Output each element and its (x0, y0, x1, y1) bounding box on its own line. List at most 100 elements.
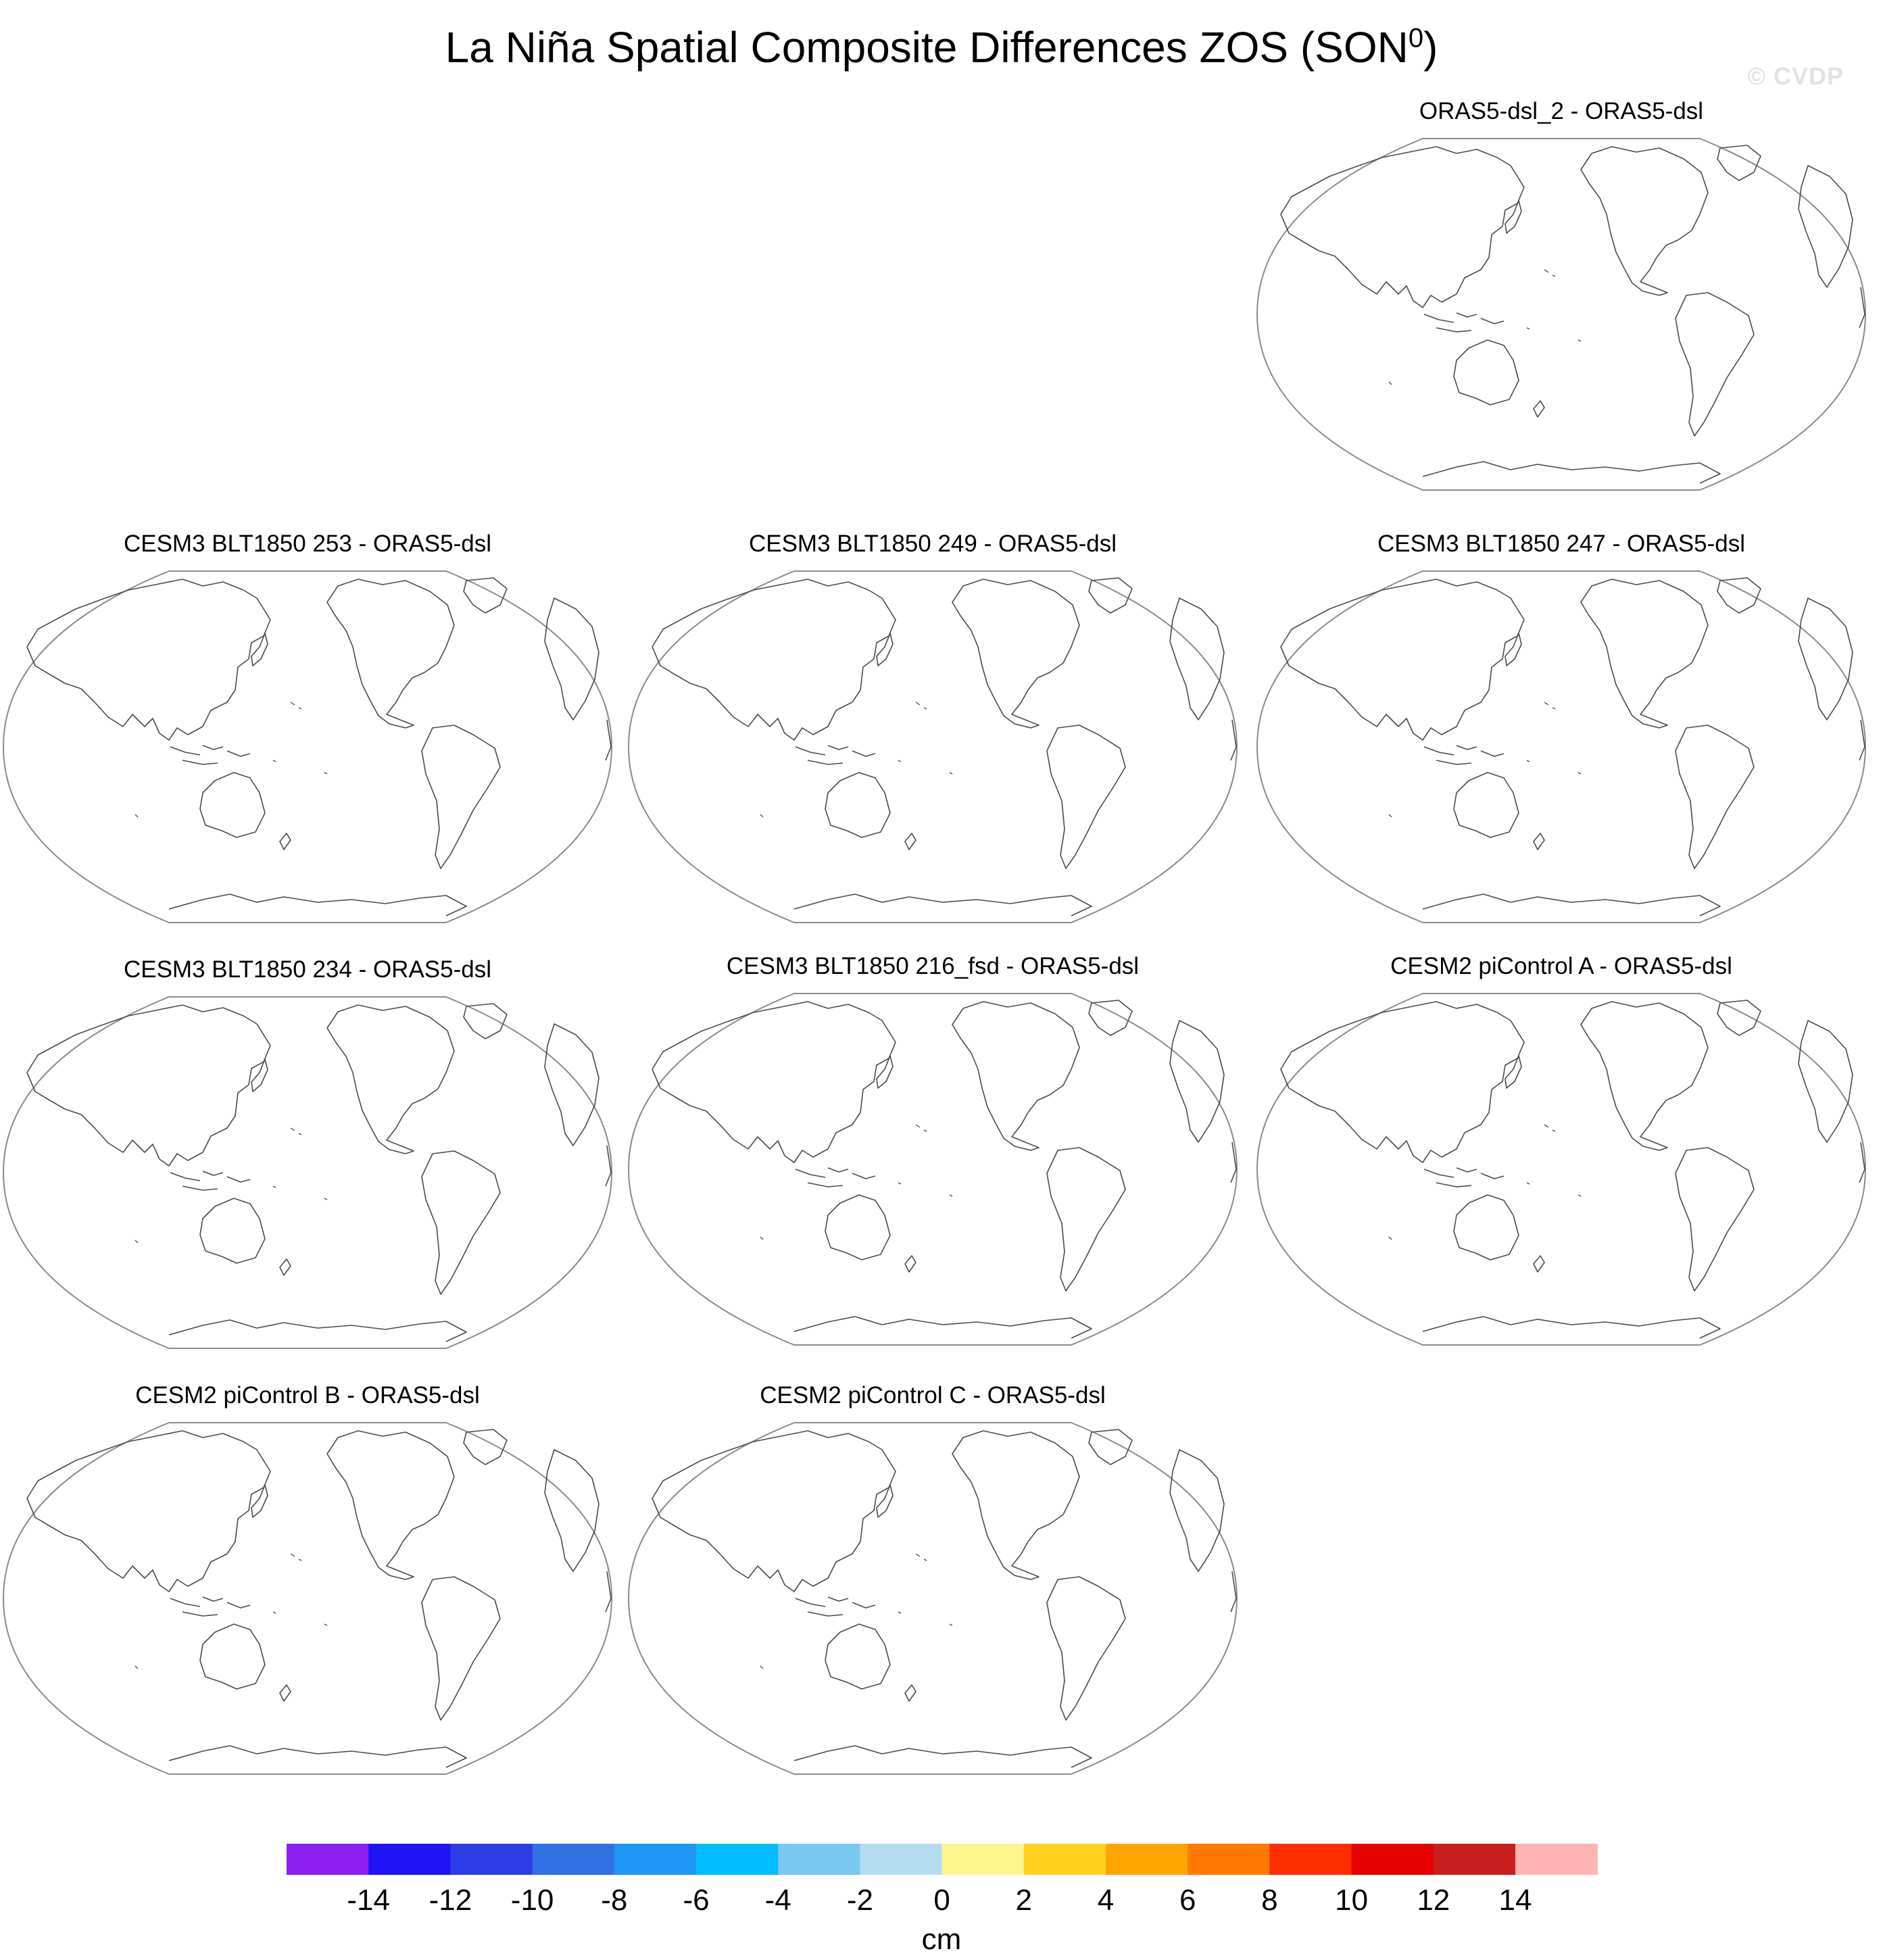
colorbar-box (532, 1844, 615, 1875)
coastline-greenland (1088, 577, 1133, 614)
coastline-japan (251, 633, 268, 666)
cvdp-watermark: © CVDP (1747, 62, 1844, 90)
colorbar-tick-label: 4 (1098, 1884, 1114, 1917)
coastline-indonesia (795, 1596, 876, 1617)
coastline-new-zealand (279, 833, 291, 850)
world-map (2, 996, 613, 1349)
coastline-pacific-islands (1388, 1182, 1582, 1240)
colorbar-tick-label: -4 (765, 1884, 791, 1917)
coastline-japan (251, 1484, 268, 1518)
colorbar-tick-label: -12 (429, 1884, 472, 1917)
map-boundary (2, 996, 613, 1349)
colorbar-box (1515, 1844, 1598, 1875)
coastline-new-zealand (904, 1255, 916, 1273)
colorbar-box (942, 1844, 1025, 1875)
coastline-greenland (463, 577, 508, 614)
coastline-indonesia (170, 1171, 251, 1191)
map-boundary (1256, 570, 1867, 923)
colorbar-tick-label: 2 (1016, 1884, 1032, 1917)
coastline-indonesia (1423, 312, 1505, 333)
coastline-west-africa (1230, 1142, 1237, 1183)
coastline-north-america (1580, 146, 1709, 296)
coastline-greenland (1717, 145, 1761, 181)
coastline-indonesia (170, 745, 251, 765)
coastline-australia (199, 772, 266, 838)
world-map (2, 570, 613, 923)
coastline-hawaii (1544, 269, 1556, 277)
coastline-japan (876, 633, 894, 666)
coastline-hawaii (1544, 1124, 1556, 1132)
map-panel: CESM3 BLT1850 234 - ORAS5-dsl (0, 956, 615, 1349)
coastline-north-america (952, 579, 1080, 729)
coastline-africa (1169, 1020, 1225, 1143)
coastline-west-africa (1230, 719, 1237, 761)
coastline-south-america (1675, 725, 1755, 869)
coastline-asia (1280, 146, 1525, 308)
map-panel: CESM2 piControl C - ORAS5-dsl (625, 1382, 1240, 1775)
coastline-new-zealand (1533, 1255, 1545, 1273)
coastline-hawaii (1544, 702, 1556, 710)
coastline-south-america (421, 1150, 501, 1295)
coastline-australia (825, 1194, 891, 1260)
world-map (1256, 993, 1867, 1346)
coastline-greenland (463, 1003, 508, 1039)
coastline-south-america (1046, 1147, 1126, 1292)
coastline-indonesia (1423, 745, 1505, 765)
coastline-indonesia (795, 1167, 876, 1187)
colorbar-tick-label: -6 (683, 1884, 709, 1917)
colorbar-box (860, 1844, 943, 1875)
coastline-antarctica (793, 893, 1092, 916)
coastline-greenland (463, 1429, 508, 1465)
coastline-north-america (952, 1430, 1080, 1580)
coastline-south-america (1046, 1576, 1126, 1721)
coastline-hawaii (290, 1127, 302, 1135)
coastline-north-america (326, 579, 455, 729)
coastline-indonesia (1423, 1167, 1505, 1187)
colorbar-tick-label: -2 (847, 1884, 873, 1917)
coastline-australia (1453, 1194, 1519, 1260)
coastline-greenland (1717, 1000, 1761, 1036)
coastline-africa (544, 597, 600, 720)
coastline-asia (652, 1001, 896, 1163)
coastline-australia (199, 1198, 266, 1264)
coastline-japan (251, 1058, 268, 1092)
coastline-west-africa (605, 1571, 612, 1613)
coastline-antarctica (1422, 461, 1721, 484)
coastline-greenland (1088, 1429, 1133, 1465)
map-boundary (2, 1422, 613, 1775)
coastline-antarctica (1422, 893, 1721, 916)
map-panel: CESM3 BLT1850 249 - ORAS5-dsl (625, 531, 1240, 923)
colorbar-tick-label: 0 (933, 1884, 950, 1917)
colorbar-tick-label: -14 (347, 1884, 390, 1917)
coastline-north-america (1580, 579, 1709, 729)
coastline-asia (652, 579, 896, 741)
map-boundary (627, 993, 1238, 1346)
coastline-south-america (1675, 292, 1755, 437)
coastline-north-america (326, 1004, 455, 1154)
coastline-hawaii (290, 1553, 302, 1561)
coastline-west-africa (1859, 719, 1865, 761)
coastline-new-zealand (904, 1684, 916, 1702)
coastline-greenland (1088, 1000, 1133, 1036)
map-boundary (627, 1422, 1238, 1775)
page-title: La Niña Spatial Composite Differences ZO… (445, 23, 1438, 72)
world-map (2, 1422, 613, 1775)
map-panel: ORAS5-dsl_2 - ORAS5-dsl (1254, 98, 1869, 491)
colorbar-tick-label: 8 (1261, 1884, 1277, 1917)
coastline-africa (1798, 1020, 1853, 1143)
coastline-west-africa (605, 1145, 612, 1187)
coastline-hawaii (915, 1124, 927, 1132)
coastline-africa (1798, 165, 1853, 288)
coastline-australia (199, 1623, 266, 1690)
coastline-west-africa (1859, 1142, 1865, 1183)
colorbar-box (696, 1844, 779, 1875)
coastline-west-africa (605, 719, 612, 761)
coastline-new-zealand (1533, 400, 1545, 418)
coastline-antarctica (793, 1316, 1092, 1339)
coastline-japan (876, 1484, 894, 1518)
colorbar-box (1433, 1844, 1516, 1875)
panel-title: CESM2 piControl C - ORAS5-dsl (760, 1382, 1106, 1408)
map-panel: CESM3 BLT1850 216_fsd - ORAS5-dsl (625, 953, 1240, 1346)
coastline-new-zealand (1533, 833, 1545, 850)
coastline-hawaii (290, 702, 302, 710)
